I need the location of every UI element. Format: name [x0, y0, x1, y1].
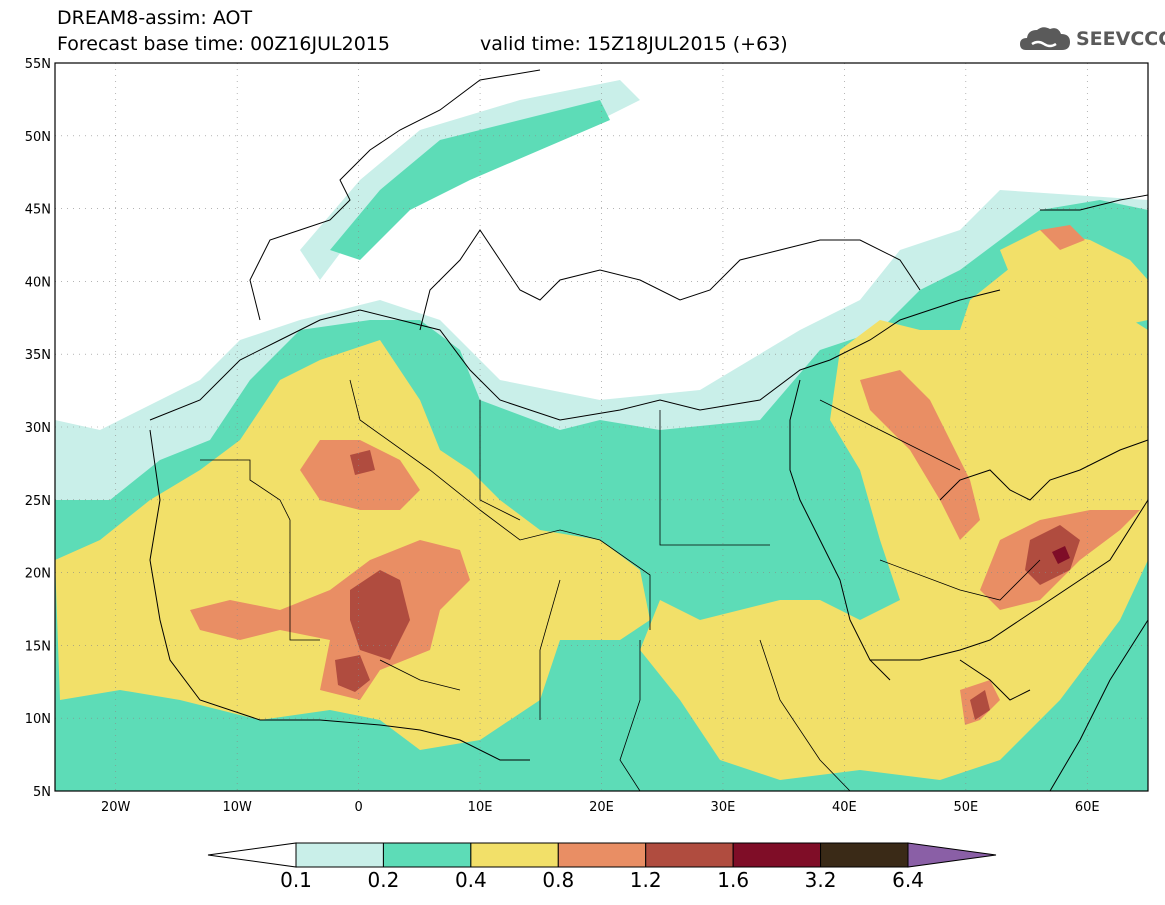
color-bar-swatch: [732, 842, 822, 868]
color-bar-tick-label: 0.2: [367, 868, 400, 892]
aot-band-1.2: [335, 450, 1080, 720]
aot-band-0.4: [55, 230, 1148, 780]
color-bar-tick-label: 0.1: [280, 868, 312, 892]
coastlines: [149, 69, 1148, 791]
lat-label: 35N: [25, 348, 51, 363]
country-borders: [200, 379, 1041, 791]
lon-label: 30E: [711, 800, 736, 815]
color-bar-swatch: [645, 842, 734, 868]
lat-label: 50N: [25, 130, 51, 145]
map-title: DREAM8-assim: AOT: [57, 7, 253, 29]
cloud-icon: [1020, 27, 1070, 50]
forecast-base-time: Forecast base time: 00Z16JUL2015: [57, 33, 390, 55]
lat-label: 40N: [25, 275, 51, 290]
latitude-labels: 55N 50N 45N 40N 35N 30N 25N 20N 15N 10N 5N: [25, 57, 51, 800]
logo-text: SEEVCCC: [1076, 28, 1165, 50]
aot-band-1.6: [1052, 546, 1070, 564]
map-frame: [54, 62, 1149, 792]
color-bar-swatch: [470, 842, 559, 868]
color-bar-swatch: [382, 842, 472, 868]
lon-label: 10E: [468, 800, 493, 815]
color-bar-tick-label: 6.4: [892, 868, 924, 892]
lat-label: 25N: [25, 494, 51, 509]
lon-label: 20E: [589, 800, 614, 815]
lon-label: 50E: [953, 800, 978, 815]
color-bar-tick-label: 0.8: [542, 868, 575, 892]
valid-time: valid time: 15Z18JUL2015 (+63): [480, 33, 788, 55]
color-bar-tick-label: 3.2: [804, 868, 837, 892]
color-bar-tick-label: 1.6: [717, 868, 750, 892]
lat-label: 45N: [25, 203, 51, 218]
lat-label: 30N: [25, 421, 51, 436]
seevccc-logo: SEEVCCC: [1018, 22, 1165, 56]
color-bar: [207, 842, 997, 868]
color-bar-tick-label: 1.2: [629, 868, 662, 892]
color-bar-swatch: [295, 842, 384, 868]
lat-label: 15N: [25, 639, 51, 654]
color-bar-min-arrow: [207, 842, 297, 868]
lat-label: 55N: [25, 57, 51, 72]
lat-label: 5N: [33, 785, 51, 800]
lon-label: 10W: [222, 800, 252, 815]
color-bar-swatch: [557, 842, 647, 868]
lon-label: 0: [354, 800, 362, 815]
lon-label: 40E: [832, 800, 857, 815]
lon-label: 60E: [1075, 800, 1100, 815]
color-bar-swatch: [820, 842, 909, 868]
lon-label: 20W: [101, 800, 131, 815]
longitude-labels: 20W 10W 0 10E 20E 30E 40E 50E 60E: [101, 800, 1100, 815]
lat-label: 10N: [25, 712, 51, 727]
color-bar-tick-label: 0.4: [454, 868, 487, 892]
color-bar-max-arrow: [907, 842, 997, 868]
map-grid: [55, 63, 1148, 791]
lat-label: 20N: [25, 567, 51, 582]
